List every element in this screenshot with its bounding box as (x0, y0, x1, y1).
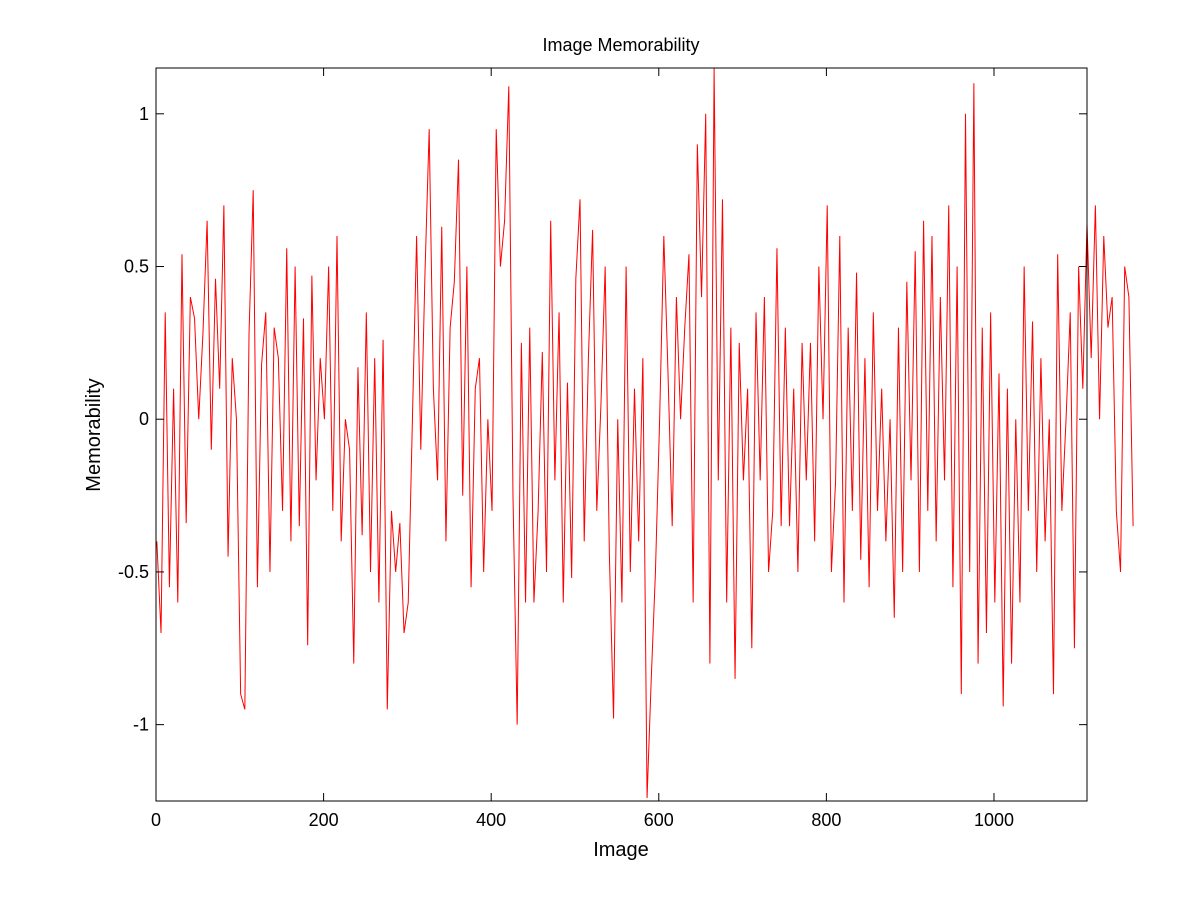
y-axis: -1 -0.5 0 0.5 1 (118, 104, 1087, 735)
series-line-0 (156, 67, 1134, 798)
x-axis: 0 200 400 600 800 1000 (151, 68, 1014, 830)
plot-frame (155, 67, 1088, 802)
plot-background (156, 68, 1087, 801)
x-tick-label: 1000 (974, 810, 1014, 830)
x-axis-label: Image (593, 839, 649, 861)
x-tick-label: 400 (476, 810, 506, 830)
y-tick-label: -1 (133, 715, 149, 735)
x-tick-label: 600 (644, 810, 674, 830)
chart-title: Image Memorability (542, 35, 699, 55)
plot-lines (156, 67, 1134, 798)
y-axis-label: Memorability (83, 378, 105, 491)
y-tick-label: 0.5 (124, 257, 149, 277)
y-tick-label: -0.5 (118, 562, 149, 582)
y-tick-label: 1 (139, 104, 149, 124)
x-tick-label: 800 (811, 810, 841, 830)
x-tick-label: 0 (151, 810, 161, 830)
x-tick-label: 200 (309, 810, 339, 830)
y-tick-label: 0 (139, 409, 149, 429)
